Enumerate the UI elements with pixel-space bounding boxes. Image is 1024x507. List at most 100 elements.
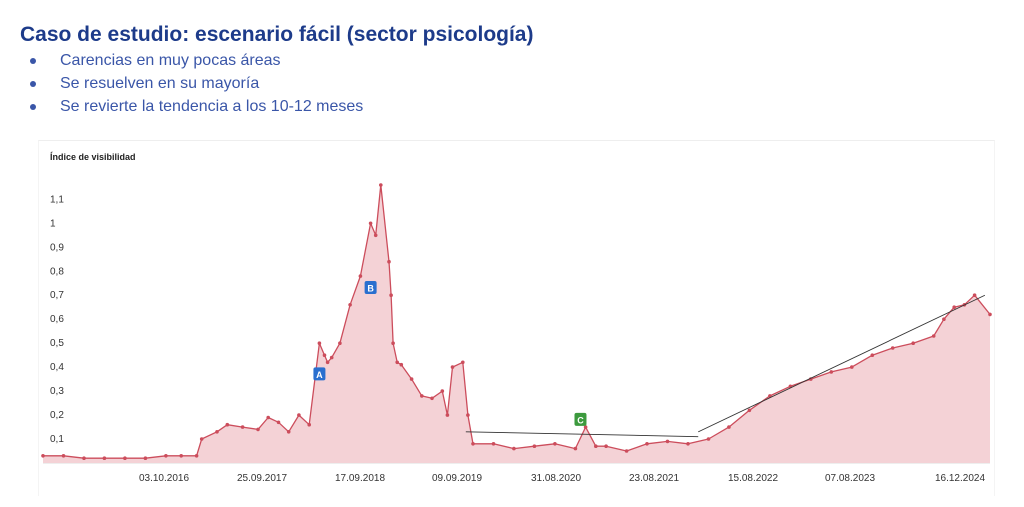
data-point bbox=[297, 413, 301, 417]
data-point bbox=[466, 413, 470, 417]
bullet-list: Carencias en muy pocas áreas Se resuelve… bbox=[26, 49, 363, 118]
data-point bbox=[215, 430, 219, 434]
data-point bbox=[706, 437, 711, 441]
data-point bbox=[645, 442, 649, 446]
data-point bbox=[952, 305, 956, 310]
data-point bbox=[256, 427, 260, 432]
y-tick-label: 0,3 bbox=[50, 386, 64, 397]
data-point bbox=[942, 317, 946, 322]
data-point bbox=[594, 444, 598, 449]
data-point bbox=[325, 360, 330, 365]
data-point bbox=[102, 456, 107, 461]
chart-title: Índice de visibilidad bbox=[50, 152, 136, 162]
data-point bbox=[461, 360, 465, 365]
x-tick-label: 07.08.2023 bbox=[825, 473, 875, 484]
bullet-item: Se revierte la tendencia a los 10-12 mes… bbox=[26, 95, 363, 118]
data-point bbox=[164, 454, 168, 458]
data-point bbox=[395, 360, 400, 365]
data-point bbox=[583, 425, 588, 429]
data-point bbox=[387, 259, 391, 264]
data-point bbox=[665, 439, 670, 444]
data-point bbox=[322, 353, 327, 358]
y-tick-label: 1 bbox=[50, 218, 56, 229]
data-point bbox=[266, 415, 271, 420]
y-tick-label: 0,8 bbox=[50, 266, 64, 277]
data-point bbox=[829, 370, 834, 374]
x-tick-label: 23.08.2021 bbox=[629, 473, 679, 484]
bullet-item: Se resuelven en su mayoría bbox=[26, 72, 363, 95]
data-point bbox=[890, 346, 895, 350]
data-point bbox=[199, 437, 204, 441]
annotation-marker bbox=[313, 367, 326, 381]
data-point bbox=[471, 442, 475, 446]
annotation-label: A bbox=[316, 370, 323, 380]
data-point bbox=[225, 422, 230, 427]
data-point bbox=[604, 444, 608, 449]
data-point bbox=[491, 442, 496, 446]
y-tick-label: 1,1 bbox=[50, 194, 64, 205]
data-point bbox=[440, 389, 445, 393]
data-point bbox=[61, 454, 66, 458]
data-point bbox=[445, 413, 450, 417]
data-point bbox=[286, 430, 291, 434]
data-point bbox=[532, 444, 537, 449]
data-point bbox=[573, 446, 578, 451]
bullet-text: Se revierte la tendencia a los 10-12 mes… bbox=[60, 98, 364, 115]
data-point bbox=[430, 396, 434, 401]
data-point bbox=[747, 408, 752, 413]
trend-line bbox=[465, 431, 699, 438]
data-point bbox=[512, 446, 516, 451]
annotation-marker bbox=[574, 412, 587, 426]
data-point bbox=[338, 341, 342, 346]
data-point bbox=[82, 456, 86, 461]
data-point bbox=[329, 355, 334, 360]
data-point bbox=[988, 312, 992, 317]
data-point bbox=[850, 365, 854, 369]
y-tick-label: 0,7 bbox=[50, 290, 64, 301]
series-area bbox=[43, 185, 990, 463]
data-point bbox=[389, 293, 393, 298]
data-point bbox=[409, 377, 414, 381]
y-tick-label: 0,4 bbox=[50, 362, 64, 373]
data-point bbox=[307, 422, 312, 427]
annotation-marker bbox=[364, 281, 377, 295]
bullet-text: Se resuelven en su mayoría bbox=[60, 75, 260, 92]
annotation-label: B bbox=[367, 284, 374, 294]
bullet-text: Carencias en muy pocas áreas bbox=[60, 52, 281, 69]
bullet-dot bbox=[30, 57, 36, 64]
bullet-dot bbox=[30, 80, 36, 87]
data-point bbox=[391, 341, 395, 346]
x-tick-label: 03.10.2016 bbox=[139, 473, 189, 484]
data-point bbox=[972, 293, 977, 298]
data-point bbox=[624, 449, 629, 453]
data-point bbox=[41, 454, 45, 458]
trend-line bbox=[698, 294, 986, 433]
slide-title: Caso de estudio: escenario fácil (sector… bbox=[20, 23, 534, 46]
data-point bbox=[686, 442, 690, 446]
data-point bbox=[276, 420, 281, 425]
data-point bbox=[727, 425, 731, 429]
data-point bbox=[179, 454, 183, 458]
data-point bbox=[240, 425, 245, 429]
bullet-item: Carencias en muy pocas áreas bbox=[26, 49, 363, 72]
y-tick-label: 0,6 bbox=[50, 314, 64, 325]
data-point bbox=[911, 341, 915, 346]
y-tick-label: 0,9 bbox=[50, 242, 64, 253]
data-point bbox=[450, 365, 455, 369]
data-point bbox=[553, 442, 557, 446]
y-tick-label: 0,2 bbox=[50, 410, 64, 421]
bullet-dot bbox=[30, 103, 36, 110]
x-tick-label: 25.09.2017 bbox=[237, 473, 287, 484]
data-point bbox=[870, 353, 875, 358]
data-point bbox=[373, 233, 378, 238]
data-point bbox=[379, 183, 383, 187]
data-point bbox=[368, 221, 373, 226]
x-tick-label: 31.08.2020 bbox=[531, 473, 581, 484]
data-point bbox=[348, 303, 352, 307]
x-tick-label: 15.08.2022 bbox=[728, 473, 778, 484]
series-line bbox=[43, 184, 991, 459]
data-point bbox=[143, 456, 148, 461]
annotation-label: C bbox=[577, 415, 584, 425]
